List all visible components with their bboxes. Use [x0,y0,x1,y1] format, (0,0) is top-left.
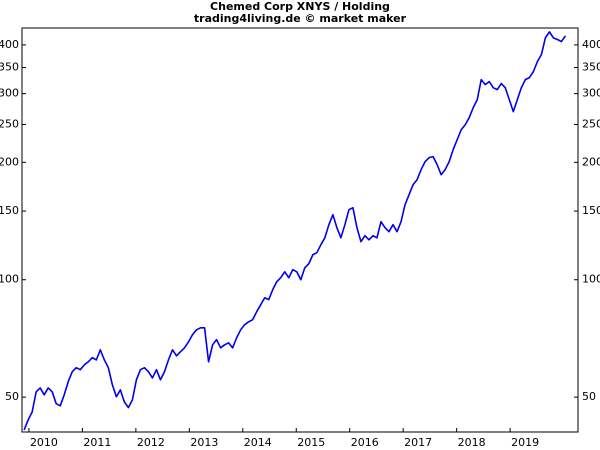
y2-tick-label: 350 [582,61,600,74]
x-tick-label: 2018 [458,436,486,449]
chart-subtitle: trading4living.de © market maker [194,12,407,25]
x-tick-label: 2019 [511,436,539,449]
x-tick-label: 2013 [190,436,218,449]
y-tick-label: 50 [5,390,19,403]
y-tick-label: 300 [0,87,19,100]
y-tick-label: 350 [0,61,19,74]
y2-tick-label: 250 [582,118,600,131]
y2-tick-label: 200 [582,155,600,168]
chart-title: Chemed Corp XNYS / Holding [210,0,390,13]
y2-tick-label: 50 [582,390,596,403]
x-tick-label: 2011 [83,436,111,449]
y-tick-label: 150 [0,204,19,217]
y-tick-label: 100 [0,273,19,286]
x-tick-label: 2014 [244,436,272,449]
y-tick-label: 200 [0,155,19,168]
y2-tick-label: 100 [582,273,600,286]
y2-tick-label: 400 [582,38,600,51]
plot-frame [21,27,579,433]
x-tick-label: 2015 [297,436,325,449]
x-tick-label: 2012 [137,436,165,449]
y2-tick-label: 300 [582,87,600,100]
y-tick-label: 400 [0,38,19,51]
y2-tick-label: 150 [582,204,600,217]
y-tick-label: 250 [0,118,19,131]
x-tick-label: 2010 [30,436,58,449]
price-line [23,31,567,431]
x-tick-label: 2017 [404,436,432,449]
x-tick-label: 2016 [351,436,379,449]
